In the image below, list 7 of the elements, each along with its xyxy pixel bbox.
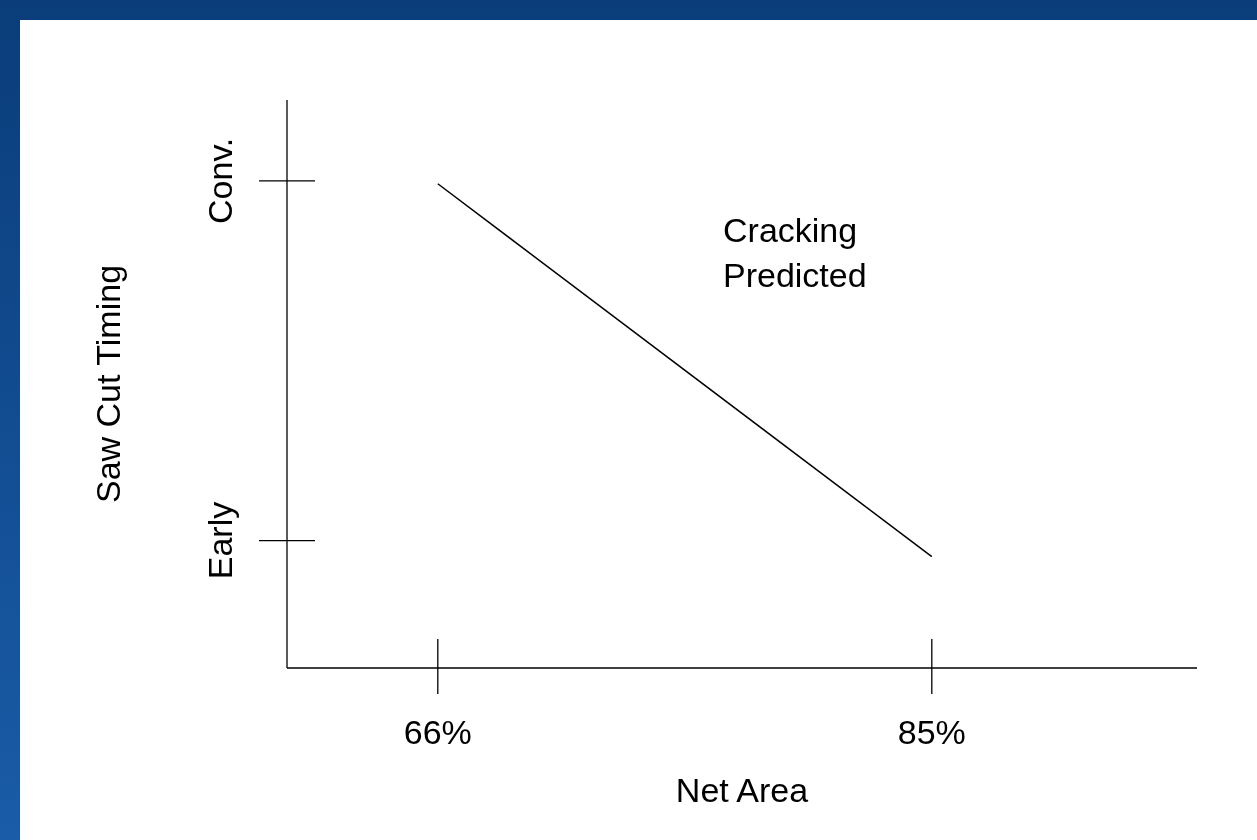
y-axis-title: Saw Cut Timing (89, 264, 128, 504)
text: Conv. (201, 137, 239, 224)
x-axis-title: Net Area (675, 771, 809, 809)
text: Early (201, 501, 239, 580)
annotation: Cracking Predicted (723, 211, 867, 294)
x-tick-label: 66% (403, 713, 472, 751)
x-tick-label: 85% (897, 713, 966, 751)
